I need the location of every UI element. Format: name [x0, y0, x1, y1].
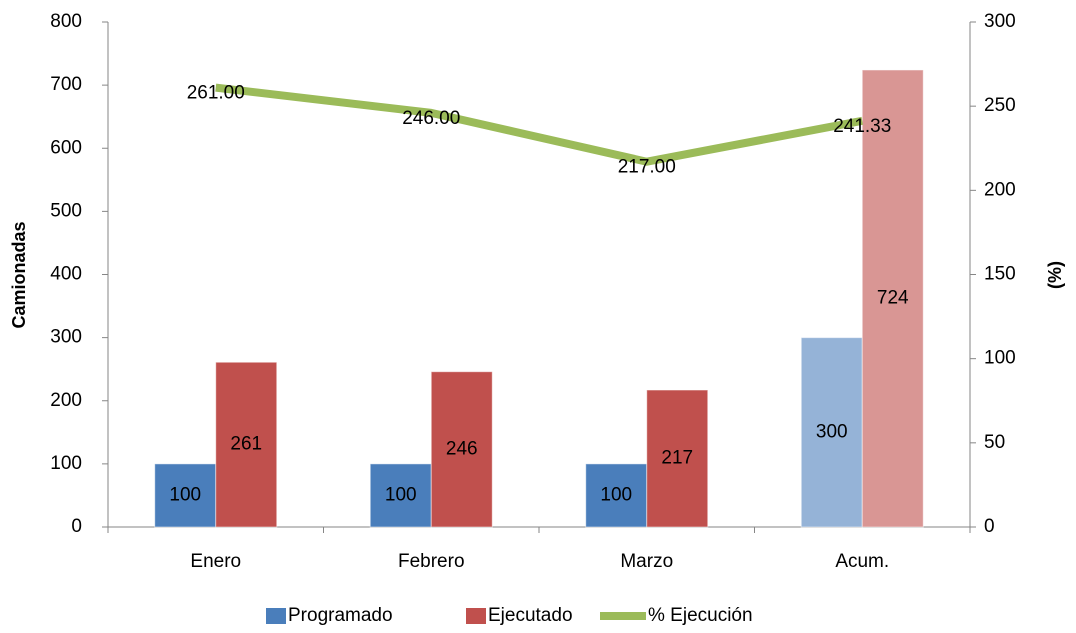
y2-tick-label: 150	[984, 264, 1016, 285]
line-value-label: 261.00	[187, 83, 245, 104]
x-tick-label: Enero	[190, 551, 241, 572]
y-tick-label: 300	[50, 327, 82, 348]
bar	[430, 371, 493, 528]
legend-swatch	[466, 608, 486, 624]
y-tick-label: 500	[50, 200, 82, 221]
bar-value-label: 100	[385, 484, 417, 505]
y-tick-label: 400	[50, 264, 82, 285]
legend-label: Programado	[288, 605, 393, 626]
y-tick-label: 100	[50, 453, 82, 474]
bar-value-label: 246	[446, 438, 478, 459]
y2-tick-label: 100	[984, 348, 1016, 369]
y2-tick-label: 0	[984, 516, 995, 537]
legend-label: Ejecutado	[488, 605, 573, 626]
y2-tick-label: 300	[984, 11, 1016, 32]
y2-tick-label: 50	[984, 432, 1005, 453]
y2-tick-label: 250	[984, 95, 1016, 116]
bar-value-label: 724	[877, 288, 909, 309]
bar-value-label: 100	[600, 484, 632, 505]
line	[215, 83, 863, 166]
legend-swatch	[266, 608, 286, 624]
bar	[646, 389, 709, 528]
y2-tick-label: 200	[984, 179, 1016, 200]
bar	[369, 463, 432, 528]
x-tick-label: Acum.	[835, 551, 889, 572]
y-tick-label: 700	[50, 74, 82, 95]
y-tick-label: 0	[71, 516, 82, 537]
y-tick-label: 800	[50, 11, 82, 32]
x-tick-label: Marzo	[620, 551, 673, 572]
bar	[800, 337, 863, 528]
legend-label: % Ejecución	[648, 605, 753, 626]
bar	[215, 361, 278, 528]
bar-value-label: 100	[169, 484, 201, 505]
bar-value-label: 261	[230, 434, 262, 455]
y2-axis-title: (%)	[1045, 261, 1065, 289]
bar	[585, 463, 648, 528]
bar	[861, 69, 924, 528]
y-tick-label: 600	[50, 137, 82, 158]
line-value-label: 241.33	[833, 116, 891, 137]
bar	[154, 463, 217, 528]
y-axis-title: Camionadas	[9, 221, 29, 328]
line-value-label: 217.00	[618, 157, 676, 178]
bar-value-label: 217	[661, 448, 693, 469]
x-tick-label: Febrero	[398, 551, 465, 572]
y-tick-label: 200	[50, 390, 82, 411]
line-value-label: 246.00	[402, 108, 460, 129]
bar-value-label: 300	[816, 421, 848, 442]
